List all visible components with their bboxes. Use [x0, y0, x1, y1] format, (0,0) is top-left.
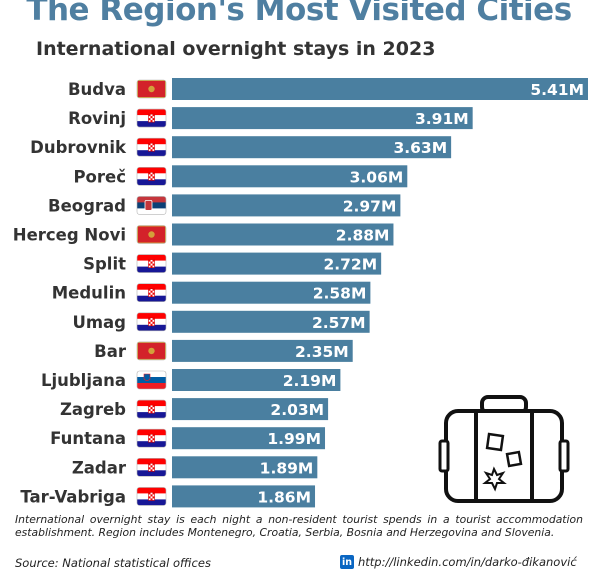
category-label: Funtana — [50, 429, 126, 448]
flag-slovenia-10 — [136, 370, 167, 390]
value-label: 2.57M — [312, 314, 366, 332]
flag-croatia-7 — [136, 283, 167, 303]
flag-croatia-8 — [136, 312, 167, 332]
category-label: Split — [83, 255, 126, 274]
value-label: 2.58M — [313, 285, 367, 303]
value-label: 1.86M — [257, 488, 311, 506]
value-label: 3.06M — [350, 168, 404, 186]
chart-title: The Region's Most Visited Cities — [26, 0, 572, 28]
value-label: 2.35M — [295, 343, 349, 361]
category-label: Beograd — [48, 196, 126, 215]
category-label: Zagreb — [60, 400, 126, 419]
bar-rovinj — [172, 107, 473, 130]
category-label: Herceg Novi — [13, 226, 126, 245]
bar-split — [172, 252, 382, 275]
bar-tar-vabriga — [172, 485, 316, 508]
value-label: 3.91M — [415, 110, 469, 128]
flag-croatia-2 — [136, 137, 167, 157]
bar-beograd — [172, 194, 401, 217]
flag-croatia-1 — [136, 108, 167, 128]
category-label: Tar-Vabriga — [20, 487, 126, 506]
bar-zadar — [172, 456, 318, 479]
bar-zagreb — [172, 398, 329, 421]
category-label: Rovinj — [68, 109, 126, 128]
flag-croatia-6 — [136, 254, 167, 273]
bar-funtana — [172, 427, 326, 450]
chart-subtitle: International overnight stays in 2023 — [36, 38, 436, 60]
value-label: 5.41M — [530, 81, 584, 99]
category-label: Medulin — [52, 284, 126, 303]
flag-serbia-4 — [136, 196, 167, 215]
linkedin-icon: in — [340, 555, 354, 569]
footnote: International overnight stay is each nig… — [15, 513, 583, 539]
author-credit-link[interactable]: http://linkedin.com/in/darko-đikanović — [358, 555, 577, 569]
flag-montenegro-5 — [136, 225, 167, 244]
bar-dubrovnik — [172, 136, 452, 159]
bar-ljubljana — [172, 369, 341, 391]
flag-montenegro-9 — [136, 341, 167, 361]
category-label: Bar — [94, 342, 127, 361]
bar-pore- — [172, 165, 408, 188]
flag-croatia-13 — [136, 457, 167, 477]
category-label: Budva — [68, 80, 126, 99]
value-label: 2.97M — [343, 197, 397, 215]
value-label: 1.89M — [260, 459, 314, 477]
category-label: Umag — [72, 313, 126, 332]
bar-herceg-novi — [172, 223, 394, 246]
flag-croatia-11 — [136, 399, 167, 419]
flag-croatia-12 — [136, 428, 167, 448]
bar-budva — [172, 78, 588, 100]
category-label: Ljubljana — [41, 371, 126, 390]
bar-bar — [172, 339, 353, 362]
flag-croatia-3 — [136, 167, 167, 186]
value-label: 2.03M — [270, 401, 324, 419]
value-label: 2.88M — [336, 227, 390, 245]
bar-chart: Budva 5.41M Rovinj 3.91M Dubrovnik 3.63M Poreč… — [13, 78, 588, 508]
source-note: Source: National statistical offices — [15, 556, 211, 570]
bar-medulin — [172, 281, 371, 304]
category-label: Dubrovnik — [30, 138, 127, 157]
value-label: 1.99M — [267, 430, 321, 448]
suitcase-icon — [438, 395, 570, 503]
bar-umag — [172, 310, 370, 333]
flag-croatia-14 — [136, 487, 167, 506]
category-label: Zadar — [72, 458, 127, 477]
flag-montenegro-0 — [136, 79, 167, 99]
value-label: 3.63M — [393, 139, 447, 157]
value-label: 2.19M — [283, 372, 337, 390]
author-credit[interactable]: in http://linkedin.com/in/darko-đikanovi… — [340, 555, 577, 569]
value-label: 2.72M — [323, 256, 377, 274]
category-label: Poreč — [73, 167, 126, 186]
